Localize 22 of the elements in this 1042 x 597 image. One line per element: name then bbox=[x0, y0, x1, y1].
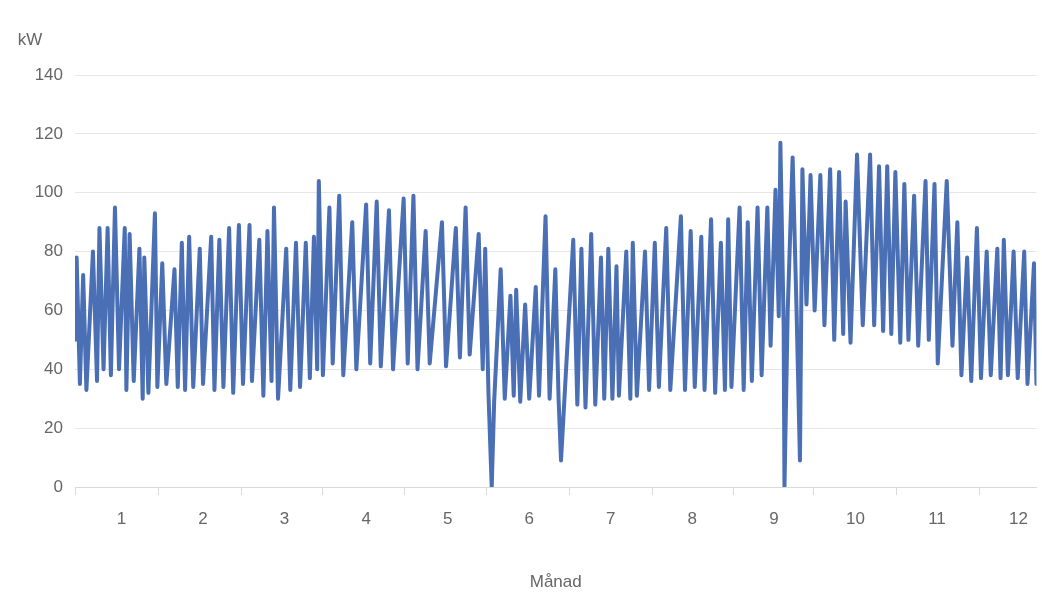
x-tick-label: 6 bbox=[524, 508, 534, 528]
y-tick-label: 100 bbox=[34, 182, 63, 202]
x-tick-label: 4 bbox=[361, 508, 371, 528]
x-tick-label: 9 bbox=[769, 508, 779, 528]
y-tick-label: 40 bbox=[44, 358, 63, 378]
x-tick-label: 8 bbox=[687, 508, 698, 528]
x-tick-label: 3 bbox=[279, 508, 290, 528]
y-tick-label: 140 bbox=[34, 64, 63, 84]
x-tick-label: 5 bbox=[442, 508, 453, 528]
x-tick-label: 10 bbox=[845, 508, 865, 528]
y-tick-label: 120 bbox=[34, 123, 63, 143]
x-tick-label: 7 bbox=[606, 508, 616, 528]
x-axis-title: Månad bbox=[529, 572, 582, 592]
x-tick-label: 11 bbox=[928, 508, 946, 528]
y-tick-label: 0 bbox=[53, 476, 63, 496]
y-tick-label: 60 bbox=[44, 300, 63, 320]
y-tick-label: 80 bbox=[44, 241, 63, 261]
x-tick-label: 12 bbox=[1009, 508, 1028, 528]
x-tick-label: 2 bbox=[198, 508, 208, 528]
y-axis-title: kW bbox=[17, 29, 43, 49]
x-tick-label: 1 bbox=[116, 508, 127, 528]
y-tick-label: 20 bbox=[44, 417, 63, 437]
